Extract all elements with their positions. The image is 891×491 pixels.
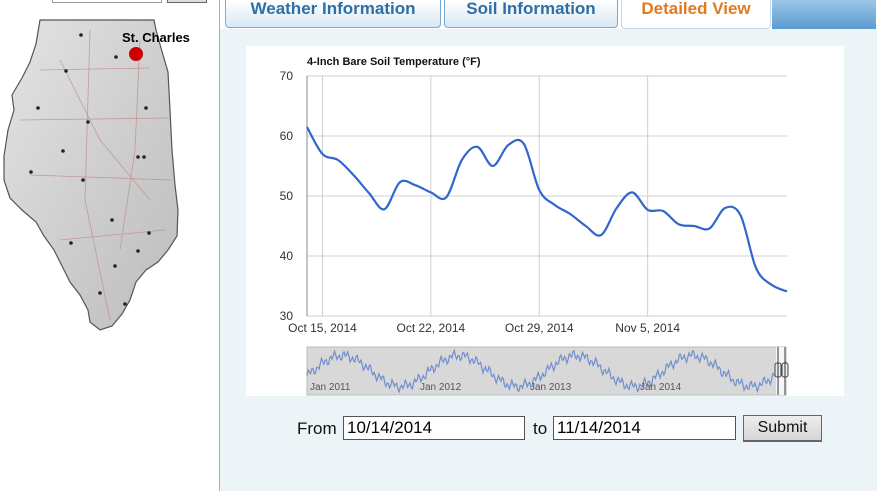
from-label: From (297, 419, 337, 438)
navigator-series-line (306, 348, 787, 394)
tab-bar-fill (772, 0, 876, 29)
tab-weather-information[interactable]: Weather Information (225, 0, 441, 28)
x-tick-label: Oct 22, 2014 (397, 321, 466, 335)
x-tick-label: Oct 15, 2014 (288, 321, 357, 335)
to-label: to (533, 419, 548, 438)
from-date-input[interactable] (343, 416, 525, 440)
y-tick-label: 70 (280, 69, 294, 83)
station-dots (29, 33, 151, 306)
x-tick-label: Nov 5, 2014 (615, 321, 680, 335)
y-tick-label: 50 (280, 189, 294, 203)
st-charles-marker[interactable] (129, 47, 143, 61)
y-axis: 70 60 50 40 30 (280, 69, 294, 323)
y-tick-label: 40 (280, 249, 294, 263)
panel-divider (219, 0, 220, 491)
illinois-state-shape (3, 19, 179, 331)
navigator-year-label: Jan 2011 (310, 382, 351, 393)
navigator-labels: Jan 2011 Jan 2012 Jan 2013 Jan 2014 (310, 382, 682, 393)
tab-bar: Weather Information Soil Information Det… (220, 0, 891, 29)
chart-canvas: 4-Inch Bare Soil Temperature (°F) 70 60 50… (280, 56, 789, 396)
x-tick-label: Oct 29, 2014 (505, 321, 574, 335)
illinois-map[interactable]: St. Charles (0, 0, 218, 340)
map-search-button[interactable] (167, 0, 207, 3)
navigator-year-label: Jan 2013 (530, 382, 572, 393)
station-map[interactable]: St. Charles (0, 0, 218, 491)
submit-button[interactable]: Submit (743, 415, 822, 442)
city-label: St. Charles (122, 30, 190, 45)
chart-grid (306, 75, 787, 317)
y-tick-label: 30 (280, 309, 294, 323)
panel-right-edge (877, 29, 891, 491)
tab-soil-information[interactable]: Soil Information (444, 0, 618, 28)
x-axis: Oct 15, 2014 Oct 22, 2014 Oct 29, 2014 Nov … (288, 321, 680, 335)
map-search-input[interactable] (52, 0, 162, 3)
highway-lines (19, 29, 173, 321)
navigator-year-label: Jan 2014 (640, 382, 682, 393)
series-line-soil-temperature (306, 126, 788, 293)
chart-title: 4-Inch Bare Soil Temperature (°F) (307, 56, 481, 68)
to-date-input[interactable] (553, 416, 736, 440)
y-tick-label: 60 (280, 129, 294, 143)
detail-panel: Weather Information Soil Information Det… (220, 0, 891, 491)
range-navigator[interactable]: Jan 2011 Jan 2012 Jan 2013 Jan 2014 (306, 346, 789, 396)
navigator-year-label: Jan 2012 (420, 382, 462, 393)
tab-detailed-view[interactable]: Detailed View (621, 0, 771, 29)
soil-temperature-chart: 4-Inch Bare Soil Temperature (°F) 70 60 50… (246, 46, 844, 396)
